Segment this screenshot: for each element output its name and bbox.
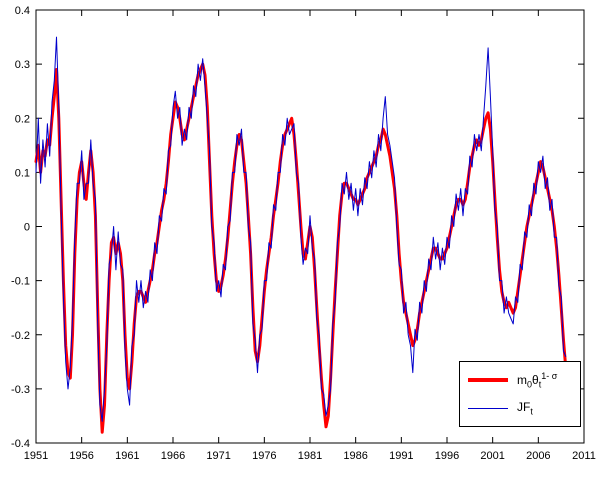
x-tick-label: 2001 [480, 450, 504, 462]
series-line-jf [35, 36, 567, 422]
x-tick-label: 1976 [252, 450, 276, 462]
x-tick-label: 1991 [389, 450, 413, 462]
x-tick-label: 2006 [526, 450, 550, 462]
legend-label-jf: JFt [517, 399, 533, 417]
x-tick-label: 1971 [206, 450, 230, 462]
x-tick-label: 1961 [115, 450, 139, 462]
legend-entry-model: m0θt1- σ [468, 370, 572, 390]
y-tick-label: 0.4 [15, 5, 30, 17]
x-tick-label: 1951 [24, 450, 48, 462]
y-tick-label: -0.4 [11, 438, 30, 450]
y-tick-label: -0.3 [11, 384, 30, 396]
x-tick-label: 1966 [161, 450, 185, 462]
chart-legend: m0θt1- σ JFt [459, 361, 581, 427]
x-tick-label: 1996 [435, 450, 459, 462]
y-tick-label: -0.1 [11, 276, 30, 288]
y-tick-label: 0.3 [15, 59, 30, 71]
x-tick-label: 1986 [343, 450, 367, 462]
x-tick-label: 1956 [69, 450, 93, 462]
legend-label-model: m0θt1- σ [517, 370, 558, 390]
y-tick-label: -0.2 [11, 330, 30, 342]
x-tick-label: 2011 [572, 450, 596, 462]
y-tick-label: 0.2 [15, 113, 30, 125]
legend-entry-jf: JFt [468, 401, 572, 416]
legend-line-sample-red [468, 378, 508, 383]
y-tick-label: 0 [24, 222, 30, 234]
y-tick-label: 0.1 [15, 167, 30, 179]
legend-line-sample-blue [468, 407, 508, 409]
x-tick-label: 1981 [298, 450, 322, 462]
